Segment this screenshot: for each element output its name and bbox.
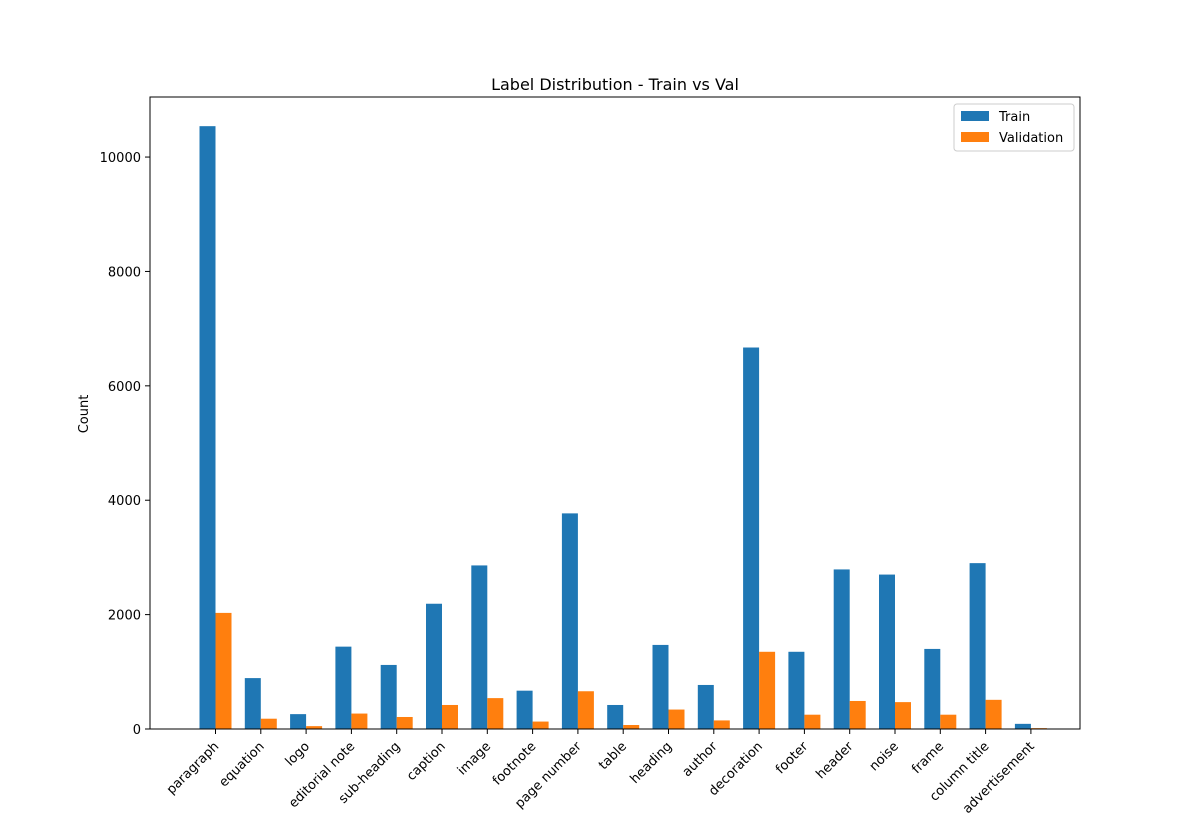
y-tick-label: 4000 — [108, 494, 141, 509]
legend: Train Validation — [953, 103, 1075, 152]
bar-validation-paragraph — [215, 612, 232, 729]
bar-train-column-title — [969, 563, 986, 729]
bar-validation-editorial-note — [351, 713, 368, 729]
bar-validation-image — [487, 698, 504, 729]
bar-validation-page-number — [577, 691, 594, 729]
bar-train-frame — [924, 648, 941, 729]
bar-train-author — [697, 684, 714, 729]
bar-validation-author — [713, 720, 730, 729]
legend-label-validation: Validation — [999, 131, 1063, 146]
legend-swatch-validation — [961, 132, 989, 142]
bar-train-footer — [788, 651, 805, 729]
bar-train-editorial-note — [335, 646, 352, 729]
bar-validation-header — [849, 700, 866, 729]
y-tick-label: 10000 — [100, 151, 141, 166]
bar-validation-logo — [306, 726, 323, 729]
y-tick-label: 8000 — [108, 265, 141, 280]
bar-train-sub-heading — [380, 664, 397, 729]
bar-validation-caption — [442, 704, 458, 729]
y-axis-title: Count — [77, 395, 92, 434]
bar-train-noise — [879, 574, 895, 729]
y-tick-label: 6000 — [108, 380, 141, 395]
bar-train-header — [833, 569, 850, 729]
bar-train-decoration — [743, 347, 760, 729]
y-tick-label: 0 — [133, 723, 141, 738]
bar-train-table — [607, 704, 624, 729]
bar-validation-equation — [260, 718, 277, 729]
bar-validation-frame — [940, 714, 957, 729]
bar-validation-footer — [804, 714, 821, 729]
bar-validation-noise — [895, 702, 911, 729]
bar-validation-sub-heading — [396, 716, 413, 729]
bar-train-advertisement — [1014, 723, 1031, 729]
y-tick-label: 2000 — [108, 609, 141, 624]
bar-validation-table — [623, 724, 640, 729]
bar-train-logo — [290, 714, 307, 729]
chart-title: Label Distribution - Train vs Val — [491, 75, 739, 94]
legend-label-train: Train — [998, 110, 1030, 125]
bar-train-footnote — [516, 690, 533, 729]
bar-validation-decoration — [759, 651, 776, 729]
bar-train-equation — [244, 678, 261, 729]
plot-frame — [149, 96, 1081, 730]
legend-swatch-train — [961, 111, 989, 121]
bar-train-paragraph — [199, 126, 216, 729]
bar-train-page-number — [561, 513, 578, 729]
bar-train-image — [471, 565, 488, 729]
bar-validation-heading — [668, 709, 685, 729]
bar-validation-footnote — [532, 721, 549, 729]
bar-train-caption — [426, 603, 442, 729]
bar-validation-column-title — [985, 699, 1002, 729]
bar-train-heading — [652, 644, 669, 729]
